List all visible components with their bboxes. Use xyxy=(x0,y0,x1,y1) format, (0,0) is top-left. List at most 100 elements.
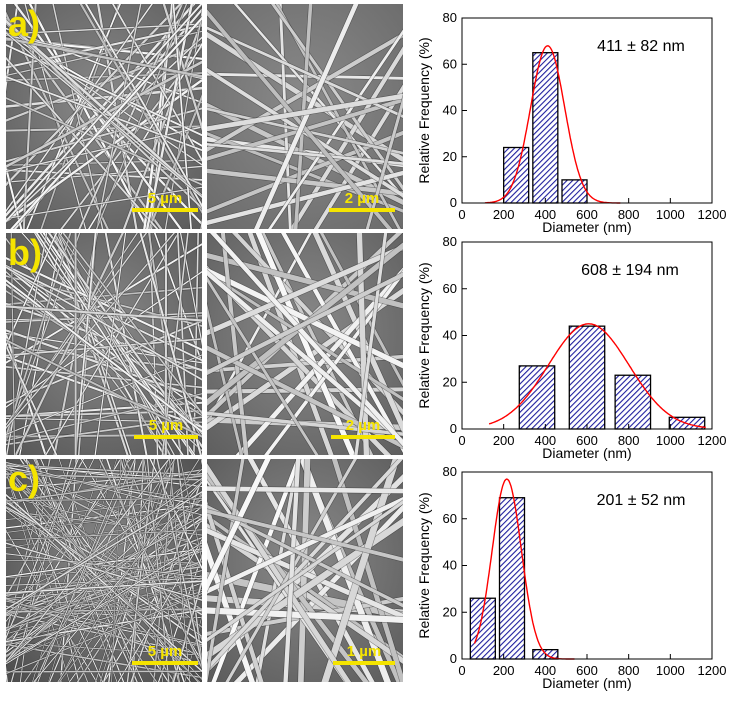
fiber xyxy=(207,486,403,494)
x-tick-label: 200 xyxy=(493,433,515,448)
fiber xyxy=(6,163,23,229)
fiber xyxy=(74,233,97,455)
scale-bar: 5 µm xyxy=(132,643,198,665)
scale-bar-label: 5 µm xyxy=(148,417,184,434)
fiber xyxy=(207,276,319,455)
y-axis-label: Relative Frequency (%) xyxy=(416,262,432,408)
fiber xyxy=(6,498,201,682)
fiber xyxy=(6,233,48,455)
scale-bar-line xyxy=(329,208,395,212)
x-tick-label: 0 xyxy=(458,433,465,448)
sem-micrograph xyxy=(207,459,403,682)
fiber xyxy=(96,4,142,229)
x-tick-label: 1000 xyxy=(656,663,685,678)
fiber xyxy=(6,32,202,199)
fiber xyxy=(6,592,202,675)
diameter-annotation: 411 ± 82 nm xyxy=(597,38,685,55)
fiber xyxy=(207,303,244,455)
fiber xyxy=(14,233,124,455)
histogram-c: 0 200 400 600 800 1000 1200 0 20 40 60 80 Diameter (… xyxy=(416,464,726,691)
x-tick-label: 0 xyxy=(458,663,465,678)
sem-image-a-left: a) 5 µm xyxy=(6,4,202,229)
fiber xyxy=(143,459,180,682)
fiber xyxy=(6,37,202,78)
fiber xyxy=(6,473,202,481)
scale-bar-line xyxy=(333,661,395,665)
sem-image-c-right: 1 µm xyxy=(207,459,403,682)
fiber xyxy=(209,233,403,447)
y-axis-label: Relative Frequency (%) xyxy=(416,492,432,638)
fiber xyxy=(6,126,202,173)
diameter-annotation: 201 ± 52 nm xyxy=(597,492,686,509)
fiber xyxy=(156,459,202,668)
fiber xyxy=(233,4,403,199)
y-tick-label: 40 xyxy=(443,558,457,573)
fiber xyxy=(235,267,403,455)
fiber xyxy=(255,233,356,455)
fiber xyxy=(6,459,95,638)
fiber xyxy=(62,233,202,415)
x-tick-label: 600 xyxy=(576,433,598,448)
fiber xyxy=(6,466,202,506)
scale-bar: 1 µm xyxy=(333,643,395,665)
x-tick-label: 800 xyxy=(618,207,640,222)
scale-bar-label: 5 µm xyxy=(147,190,183,207)
sem-image-c-left: c) 5 µm xyxy=(6,459,202,682)
fiber xyxy=(6,233,148,426)
fiber xyxy=(99,459,173,682)
x-tick-label: 400 xyxy=(534,663,556,678)
y-tick-label: 80 xyxy=(443,464,457,479)
y-tick-label: 40 xyxy=(443,103,457,118)
x-tick-label: 400 xyxy=(534,433,556,448)
fiber xyxy=(35,459,118,682)
x-tick-label: 1200 xyxy=(698,433,727,448)
fiber xyxy=(6,4,202,223)
fiber xyxy=(207,497,403,594)
scale-bar: 5 µm xyxy=(134,417,198,439)
diameter-annotation: 608 ± 194 nm xyxy=(581,262,679,279)
histogram-bar-0 xyxy=(469,597,496,660)
y-tick-label: 80 xyxy=(443,10,457,25)
fiber xyxy=(6,600,202,646)
y-tick-label: 60 xyxy=(443,511,457,526)
fiber xyxy=(6,491,202,610)
fiber xyxy=(207,459,271,592)
fiber xyxy=(365,95,403,229)
sem-micrograph xyxy=(6,459,202,682)
y-tick-label: 0 xyxy=(450,195,457,210)
fiber xyxy=(6,331,47,455)
histogram-b: 0 200 400 600 800 1000 1200 0 20 40 60 80 Diameter (… xyxy=(416,234,727,461)
x-tick-label: 1200 xyxy=(698,207,727,222)
fiber xyxy=(169,459,191,682)
y-tick-label: 0 xyxy=(450,421,457,436)
fiber xyxy=(6,305,202,322)
scale-bar-line xyxy=(331,435,395,439)
row-label-c: c) xyxy=(8,459,41,499)
histogram-bar-2 xyxy=(561,179,588,204)
scale-bar: 2 µm xyxy=(329,190,395,212)
histogram-bar-1 xyxy=(532,52,559,204)
sem-micrograph xyxy=(207,233,403,455)
fiber xyxy=(207,142,403,165)
x-tick-label: 800 xyxy=(618,433,640,448)
histogram-a: 0 200 400 600 800 1000 1200 0 20 40 60 80 Diameter (… xyxy=(416,10,727,235)
histogram-bar-1 xyxy=(498,497,526,660)
y-tick-label: 40 xyxy=(443,328,457,343)
fiber xyxy=(319,233,403,387)
fiber xyxy=(6,78,202,223)
fiber xyxy=(6,542,202,665)
fiber xyxy=(264,269,403,455)
fiber xyxy=(161,233,189,455)
scale-bar: 2 µm xyxy=(331,417,395,439)
fiber xyxy=(6,529,202,541)
fiber xyxy=(6,473,202,489)
gaussian-fit-curve xyxy=(484,45,621,204)
fiber xyxy=(6,493,202,673)
fiber xyxy=(6,279,202,433)
fiber xyxy=(6,459,79,640)
fiber xyxy=(6,469,202,502)
x-tick-label: 0 xyxy=(458,207,465,222)
y-tick-label: 20 xyxy=(443,374,457,389)
fiber xyxy=(111,459,122,682)
x-axis-label: Diameter (nm) xyxy=(542,219,631,235)
